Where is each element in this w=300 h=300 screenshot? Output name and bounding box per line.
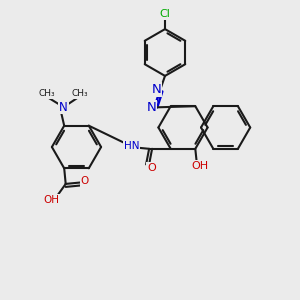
Text: CH₃: CH₃ [38,89,55,98]
Text: O: O [81,176,89,186]
Text: N: N [59,100,68,114]
Text: CH₃: CH₃ [71,89,88,98]
Text: N: N [147,101,156,114]
Text: Cl: Cl [160,9,170,19]
Text: O: O [147,163,156,173]
Text: OH: OH [192,160,209,171]
Text: OH: OH [44,194,60,205]
Text: N: N [152,83,161,96]
Text: HN: HN [124,141,140,151]
